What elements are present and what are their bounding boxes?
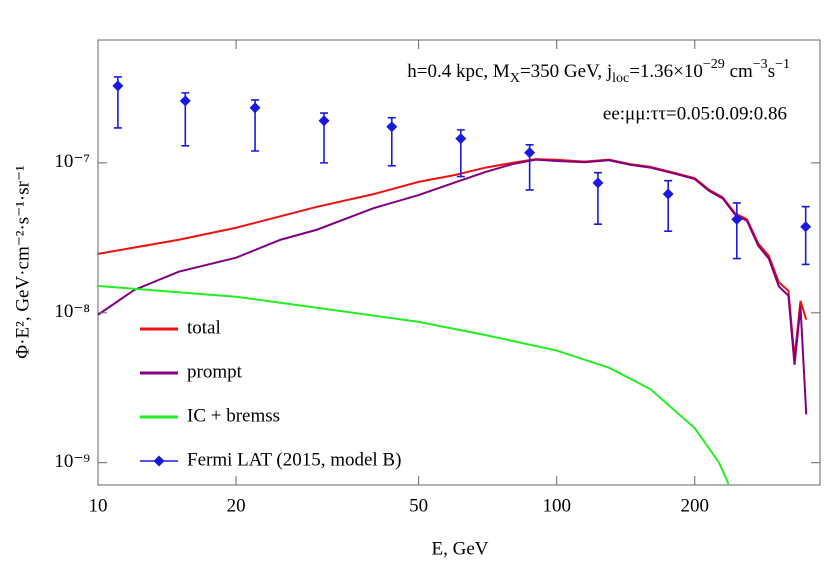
legend-marker xyxy=(153,455,165,467)
y-axis-label: Φ·E², GeV·cm⁻²·s⁻¹·sr⁻¹ xyxy=(12,165,33,359)
data-point xyxy=(386,121,398,133)
x-tick-label: 10 xyxy=(89,495,108,516)
plot-area xyxy=(98,76,812,485)
annotation: h=0.4 kpc, MX=350 GeV, jloc=1.36×10−29 c… xyxy=(407,57,790,86)
data-point xyxy=(662,188,674,200)
annotation-sup: −3 xyxy=(753,57,768,72)
line xyxy=(98,284,730,485)
annotation-sub: X xyxy=(510,71,520,86)
legend-label: IC + bremss xyxy=(187,405,280,426)
annotation-part: s xyxy=(768,61,775,82)
y-tick-label: 10⁻⁷ xyxy=(54,151,90,172)
data-point xyxy=(112,80,124,92)
y-tick-label: 10⁻⁸ xyxy=(54,301,90,322)
annotation-part: =1.36×10 xyxy=(629,61,703,82)
annotation: ee:μμ:ττ=0.05:0.09:0.86 xyxy=(603,103,787,124)
legend-label: prompt xyxy=(187,361,243,382)
plot-frame xyxy=(97,39,821,486)
data-point xyxy=(318,115,330,127)
data-point xyxy=(455,133,467,145)
error-bar xyxy=(801,205,810,266)
data-point xyxy=(179,95,191,107)
y-tick-label: 10⁻⁹ xyxy=(54,451,90,472)
x-tick-label: 200 xyxy=(681,495,710,516)
annotation-part: =350 GeV, j xyxy=(520,61,612,82)
data-point xyxy=(524,147,536,159)
annotation-sup: −29 xyxy=(703,57,725,72)
error-bar xyxy=(664,179,673,233)
annotation-part: h=0.4 kpc, M xyxy=(407,61,510,82)
annotation-sup: −1 xyxy=(775,57,790,72)
line xyxy=(98,158,808,415)
data-point xyxy=(800,221,812,233)
legend-label: Fermi LAT (2015, model B) xyxy=(187,449,401,470)
x-axis-label: E, GeV xyxy=(432,538,489,559)
annotation-part: cm xyxy=(725,61,753,82)
x-tick-label: 50 xyxy=(409,495,428,516)
data-point xyxy=(731,213,743,225)
x-tick-label: 100 xyxy=(542,495,571,516)
annotation-sub: loc xyxy=(612,71,629,86)
data-point xyxy=(249,102,261,114)
error-bar xyxy=(732,202,741,260)
x-tick-label: 20 xyxy=(227,495,246,516)
legend-label: total xyxy=(187,317,221,338)
data-point xyxy=(592,177,604,189)
